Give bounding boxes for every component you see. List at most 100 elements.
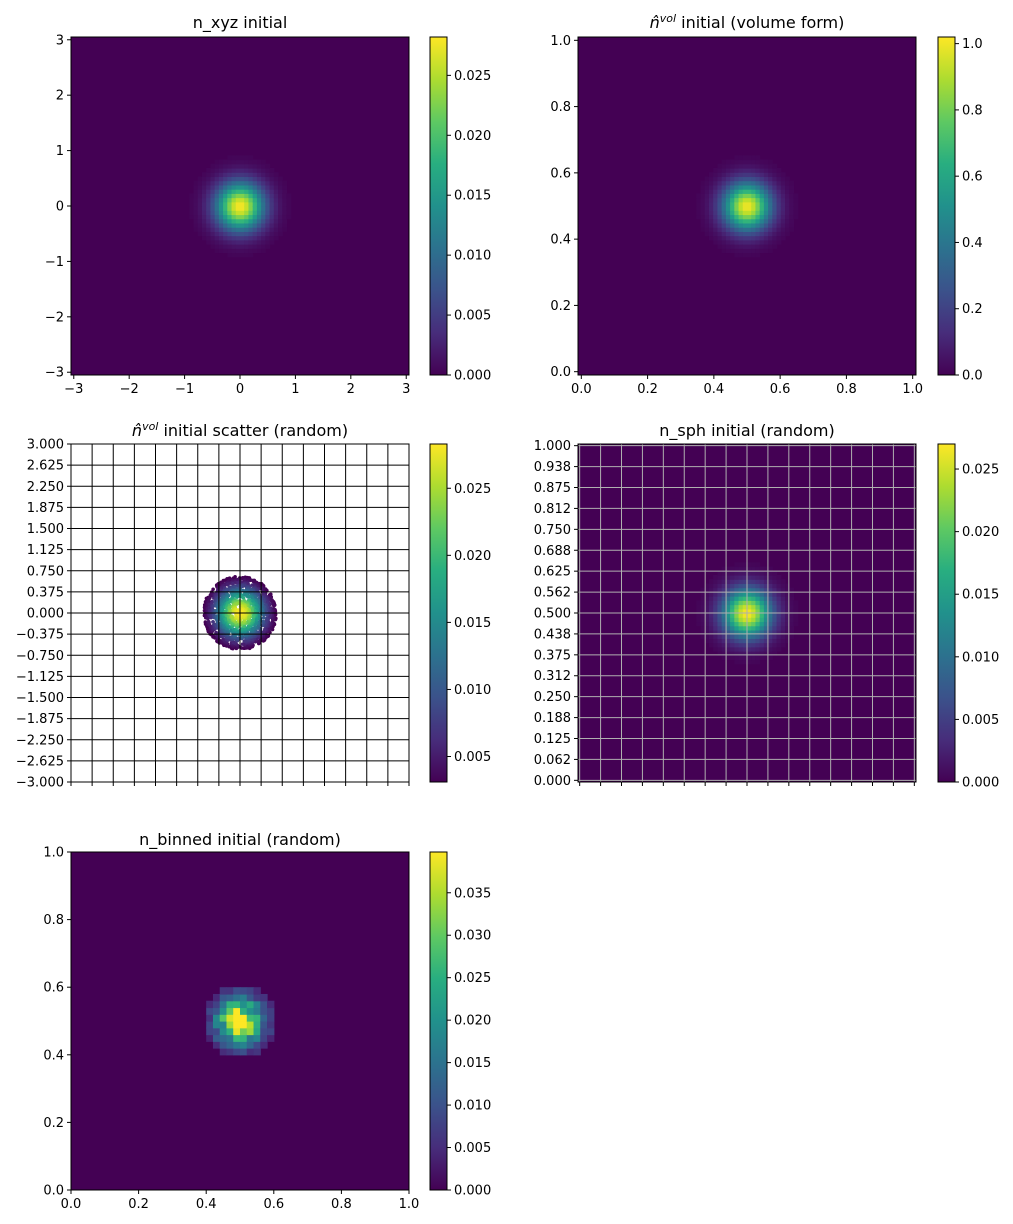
heatmap-cell (235, 163, 241, 169)
heatmap-cell (240, 180, 245, 186)
heatmap-cell (759, 244, 765, 249)
heatmap-cell (721, 189, 727, 194)
heatmap-cell (780, 197, 786, 203)
heatmap-cell (759, 621, 765, 627)
heatmap-cell (785, 596, 790, 601)
heatmap-cell (734, 201, 740, 207)
scatter-point (264, 616, 269, 621)
heatmap-cell (273, 214, 279, 220)
heatmap-cell (755, 621, 761, 627)
heatmap-cell (772, 172, 778, 178)
heatmap-cell (708, 231, 714, 237)
heatmap-cell (742, 235, 748, 241)
heatmap-cell (696, 608, 702, 614)
heatmap-cell (755, 604, 761, 610)
heatmap-cell (246, 1000, 255, 1009)
heatmap-cell (197, 184, 203, 190)
heatmap-cell (751, 613, 757, 618)
heatmap-cell (235, 189, 241, 194)
heatmap-cell (768, 218, 773, 224)
heatmap-cell (704, 184, 710, 190)
heatmap-cell (721, 579, 727, 585)
heatmap-cell (725, 587, 731, 593)
heatmap-cell (218, 248, 224, 254)
heatmap-cell (244, 227, 250, 232)
heatmap-cell (747, 193, 752, 199)
heatmap-cell (226, 987, 234, 995)
heatmap-cell (704, 638, 710, 644)
heatmap-cell (240, 235, 245, 241)
heatmap-cell (235, 184, 241, 190)
heatmap-cell (785, 201, 790, 207)
heatmap-cell (246, 1027, 255, 1036)
heatmap-cell (248, 159, 254, 165)
heatmap-cell (261, 218, 266, 224)
y-tick-label: 1.0 (43, 846, 64, 861)
heatmap-cell (214, 176, 220, 182)
heatmap-cell (713, 591, 719, 597)
heatmap-cell (219, 1021, 228, 1029)
heatmap-cell (776, 206, 782, 211)
heatmap-cell (780, 201, 786, 207)
heatmap-cell (708, 214, 714, 220)
y-tick-label: −1.875 (16, 712, 64, 727)
heatmap-cell (751, 176, 757, 182)
heatmap-cell (721, 651, 727, 656)
heatmap-cell (708, 591, 714, 597)
heatmap-cell (793, 621, 799, 627)
heatmap-cell (734, 579, 740, 585)
heatmap-cell (193, 180, 199, 186)
heatmap-cell (214, 227, 220, 232)
heatmap-cell (763, 201, 769, 207)
heatmap-cell (734, 214, 740, 220)
heatmap-cell (252, 189, 258, 194)
heatmap-cell (212, 1041, 221, 1049)
y-tick-label: 0.2 (550, 299, 571, 314)
heatmap-cell (269, 172, 275, 178)
heatmap-cell (734, 651, 740, 656)
heatmap-cell (780, 625, 786, 631)
heatmap-cell (704, 227, 710, 232)
heatmap-cell (223, 163, 228, 169)
heatmap-cell (768, 193, 773, 199)
heatmap-cell (233, 1048, 241, 1056)
heatmap-cell (700, 617, 706, 623)
heatmap-cell (780, 634, 786, 639)
heatmap-cell (219, 987, 228, 995)
x-axis (579, 782, 915, 786)
heatmap-cell (226, 1027, 234, 1036)
heatmap-cell (721, 244, 727, 249)
heatmap-cell (713, 218, 719, 224)
heatmap-cell (721, 206, 727, 211)
heatmap-cell (248, 193, 254, 199)
heatmap-cell (725, 218, 731, 224)
heatmap-cell (751, 248, 757, 254)
heatmap-cell (278, 210, 283, 216)
heatmap-cell (738, 625, 744, 631)
y-tick-label: 0 (56, 200, 64, 215)
heatmap-cell (256, 222, 262, 228)
heatmap-cell (218, 197, 224, 203)
heatmap-cell (713, 596, 719, 601)
heatmap-cell (244, 159, 250, 165)
heatmap-cell (789, 625, 795, 631)
heatmap-cell (708, 600, 714, 606)
heatmap-cell (721, 570, 727, 576)
heatmap-cell (721, 235, 727, 241)
heatmap-cell (214, 218, 220, 224)
heatmap-cell (763, 600, 769, 606)
heatmap-cell (240, 239, 245, 245)
heatmap-cell (755, 574, 761, 580)
heatmap-cell (768, 596, 773, 601)
heatmap-cell (282, 197, 288, 203)
heatmap-cell (240, 159, 245, 165)
heatmap-cell (231, 172, 237, 178)
scatter-point (263, 627, 267, 632)
heatmap-cell (759, 167, 765, 173)
heatmap-cell (252, 235, 258, 241)
heatmap-cell (713, 646, 719, 652)
heatmap-cell (721, 163, 727, 169)
heatmap-cell (768, 235, 773, 241)
